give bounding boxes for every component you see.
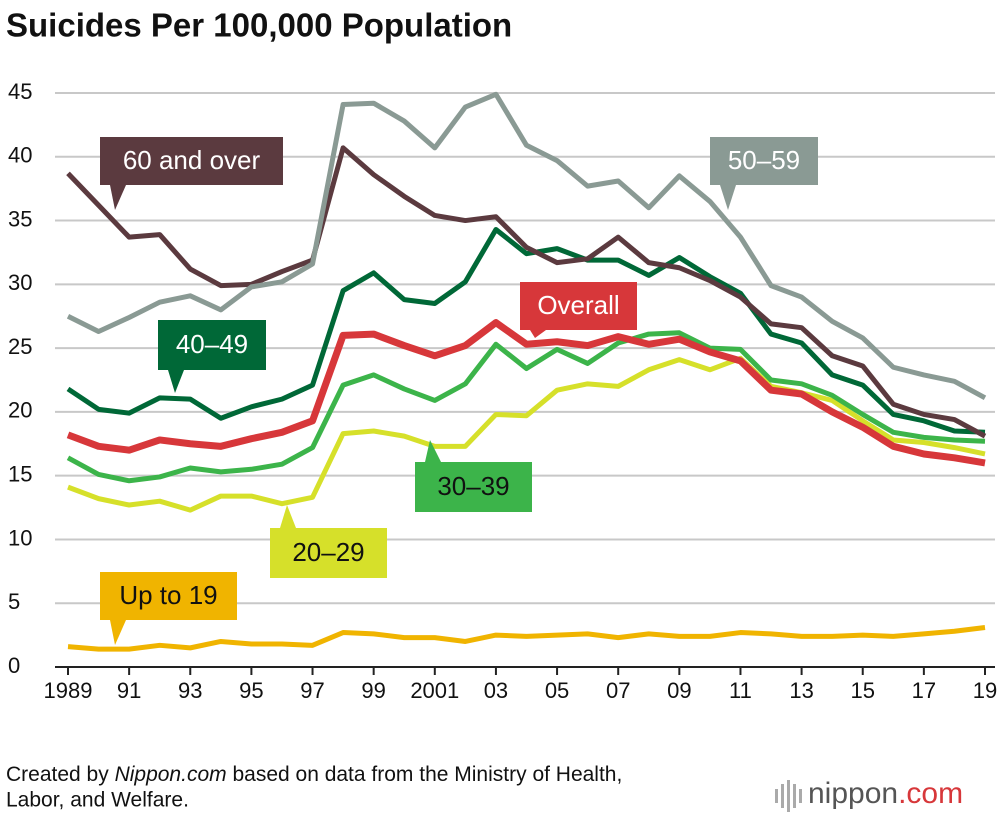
y-tick-label: 5 — [8, 589, 20, 614]
y-tick-label: 20 — [8, 398, 32, 423]
x-tick-label: 09 — [667, 678, 691, 703]
callout-box — [158, 320, 266, 370]
x-tick-label: 17 — [912, 678, 936, 703]
logo-part: nippon — [808, 777, 898, 810]
x-tick-label: 19 — [973, 678, 997, 703]
legend-callout: 20–29 — [270, 505, 387, 578]
chart-title: Suicides Per 100,000 Population — [6, 7, 512, 44]
x-tick-label: 03 — [484, 678, 508, 703]
callout-box — [710, 137, 818, 185]
x-tick-label: 07 — [606, 678, 630, 703]
series-line — [67, 624, 986, 652]
x-tick-label: 13 — [789, 678, 813, 703]
callout-box — [100, 137, 283, 185]
logo-text: nippon.com — [808, 777, 963, 810]
series-line — [66, 91, 987, 401]
source-note: Created by Nippon.com based on data from… — [6, 763, 622, 786]
callout-pointer — [720, 185, 736, 210]
legend-label: 60 and over — [123, 145, 261, 175]
legend-callout: 30–39 — [415, 440, 532, 512]
x-tick-label: 11 — [729, 678, 752, 703]
y-tick-label: 10 — [8, 525, 32, 550]
x-tick-label: 05 — [545, 678, 569, 703]
legend-callout: 40–49 — [158, 320, 266, 393]
x-tick-label: 91 — [117, 678, 141, 703]
logo-part: .com — [898, 777, 963, 810]
x-tick-label: 15 — [850, 678, 874, 703]
series-line — [66, 319, 986, 467]
callout-box — [100, 572, 237, 620]
logo-mark — [775, 780, 802, 812]
y-tick-label: 30 — [8, 270, 32, 295]
callout-box — [415, 462, 532, 512]
callout-pointer — [110, 185, 126, 210]
legend-label: Up to 19 — [119, 580, 217, 610]
note-part: based on data from the Ministry of Healt… — [227, 763, 623, 786]
legend-callout: Overall — [520, 282, 637, 338]
callout-pointer — [110, 620, 126, 645]
y-tick-label: 15 — [8, 461, 32, 486]
note-part: Created by — [6, 763, 115, 786]
x-tick-label: 99 — [361, 678, 385, 703]
logo: nippon.com — [775, 777, 963, 812]
legend-label: 30–39 — [437, 471, 509, 501]
callout-pointer — [425, 440, 441, 462]
y-tick-label: 0 — [8, 653, 20, 678]
legend-label: Overall — [537, 290, 619, 320]
series-line — [67, 355, 986, 513]
y-tick-label: 25 — [8, 334, 32, 359]
x-tick-label: 97 — [300, 678, 324, 703]
x-tick-label: 1989 — [44, 678, 93, 703]
series-line — [66, 145, 987, 439]
callout-pointer — [280, 505, 296, 528]
legend-label: 20–29 — [292, 537, 364, 567]
callouts: Up to 19 20–29 30–39 Overall 40–49 60 and ove… — [100, 137, 818, 645]
legend-label: 40–49 — [176, 329, 248, 359]
series-line — [66, 226, 986, 435]
legend-label: 50–59 — [728, 145, 800, 175]
callout-pointer — [168, 370, 184, 393]
series-line — [66, 330, 986, 484]
x-tick-label: 95 — [239, 678, 263, 703]
y-tick-label: 35 — [8, 206, 32, 231]
legend-callout: 50–59 — [710, 137, 818, 210]
source-note: Labor, and Welfare. — [6, 789, 189, 812]
legend-callout: Up to 19 — [100, 572, 237, 645]
x-tick-label: 2001 — [410, 678, 459, 703]
note-part: Nippon.com — [115, 763, 227, 786]
y-tick-label: 45 — [8, 79, 32, 104]
y-tick-label: 40 — [8, 143, 32, 168]
callout-box — [520, 282, 637, 330]
callout-box — [270, 528, 387, 578]
callout-pointer — [530, 330, 546, 338]
lines — [66, 91, 987, 652]
x-tick-label: 93 — [178, 678, 202, 703]
legend-callout: 60 and over — [100, 137, 283, 210]
